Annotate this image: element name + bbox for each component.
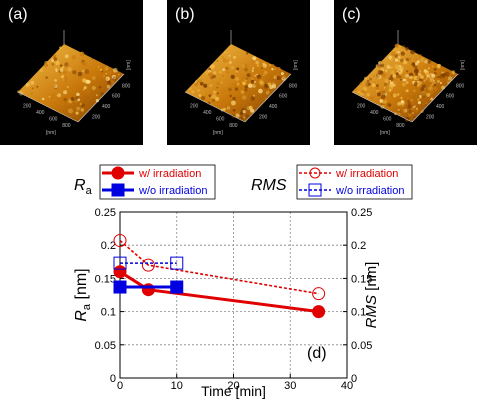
afm-tick-x: 600 <box>383 117 392 123</box>
x-tick-label: 0 <box>117 380 123 392</box>
chart-series <box>113 234 326 319</box>
y-tick-label-left: 0.25 <box>95 207 116 219</box>
legend-marker-3 <box>308 183 322 197</box>
panel-label-a: (a) <box>8 6 28 23</box>
afm-tick-y: 600 <box>446 94 455 100</box>
legend-title-ra: Ra <box>74 177 93 197</box>
afm-axis-unit-x: [nm] <box>213 130 223 136</box>
x-tick-label: 30 <box>284 380 296 392</box>
afm-tick-x: 400 <box>203 110 212 116</box>
afm-tick-x: 200 <box>190 104 199 110</box>
series-point-3 <box>170 256 184 270</box>
series-point-2 <box>312 287 326 301</box>
series-point-1 <box>113 280 127 294</box>
afm-tick-y: 400 <box>269 104 278 110</box>
afm-tick-x: 400 <box>370 110 379 116</box>
afm-tick-x: 800 <box>396 123 405 129</box>
legend-label-0: w/ irradiation <box>138 168 201 180</box>
afm-tick-y: 400 <box>102 104 111 110</box>
legend-box-rms <box>296 164 413 200</box>
afm-panel-a: 200 400 600 800 200 400 600 800 [nm] [nm] (a) <box>0 0 143 145</box>
y-axis-title-left: Ra [nm] <box>73 268 93 321</box>
afm-panel-b: 200 400 600 800 200 400 600 800 [nm] [nm] (b) <box>167 0 310 145</box>
panel-label-c: (c) <box>342 6 361 23</box>
afm-tick-y: 800 <box>289 83 298 89</box>
afm-tick-y: 200 <box>259 115 268 121</box>
panel-label-b: (b) <box>175 6 195 23</box>
afm-tick-y: 400 <box>436 104 445 110</box>
afm-tick-x: 400 <box>36 110 45 116</box>
afm-tick-y: 600 <box>279 94 288 100</box>
y-axis-title-right: RMS [nm] <box>363 262 380 329</box>
x-tick-label: 40 <box>341 380 353 392</box>
afm-tick-y: 800 <box>456 83 465 89</box>
afm-surface-plane <box>352 44 458 122</box>
afm-axis-unit-z: [nm] <box>293 60 299 70</box>
afm-panel-c: 200 400 600 800 200 400 600 800 [nm] [nm] (c) <box>334 0 477 145</box>
y-tick-label-right: 0.2 <box>351 240 366 252</box>
afm-tick-x: 600 <box>49 117 58 123</box>
afm-tick-x: 600 <box>216 117 225 123</box>
x-axis-title: Time [min] <box>201 383 266 399</box>
y-tick-label-right: 0.1 <box>351 307 366 319</box>
legend-marker-2 <box>309 167 321 179</box>
afm-tick-x: 800 <box>62 123 71 129</box>
afm-surface-plane <box>18 44 124 122</box>
series-point-0 <box>312 305 326 319</box>
y-tick-label-left: 0.15 <box>95 273 116 285</box>
y-tick-label-right: 0 <box>351 373 357 385</box>
afm-tick-x: 800 <box>229 123 238 129</box>
y-tick-label-right: 0.05 <box>351 340 372 352</box>
chart-panel-label: (d) <box>307 345 327 362</box>
chart-labels: Ra RMS Time [min] Ra [nm] RMS [nm] (d) <box>73 177 380 399</box>
series-point-2 <box>113 234 127 248</box>
y-tick-label-left: 0.1 <box>101 307 116 319</box>
legend-label-2: w/ irradiation <box>335 168 398 180</box>
legend-label-1: w/o irradiation <box>138 185 207 197</box>
x-tick-label: 20 <box>227 380 239 392</box>
afm-axis-unit-x: [nm] <box>380 130 390 136</box>
series-point-0 <box>141 283 155 297</box>
series-point-3 <box>113 256 127 270</box>
afm-tick-x: 200 <box>357 104 366 110</box>
chart-axes: 0 10 20 30 400 00.05 0.050.1 0.10.15 0.150.2 0.20… <box>95 207 373 392</box>
legend-marker-1 <box>111 183 125 197</box>
series-point-1 <box>170 280 184 294</box>
afm-axis-unit-x: [nm] <box>46 130 56 136</box>
afm-tick-y: 600 <box>112 94 121 100</box>
legend-title-rms: RMS <box>251 177 287 194</box>
series-point-0 <box>113 265 127 279</box>
afm-axis-unit-z: [nm] <box>126 60 132 70</box>
afm-tick-y: 200 <box>426 115 435 121</box>
y-tick-label-right: 0.25 <box>351 207 372 219</box>
series-point-2 <box>141 258 155 272</box>
afm-tick-y: 200 <box>92 115 101 121</box>
afm-axis-unit-z: [nm] <box>460 60 466 70</box>
y-tick-label-left: 0.2 <box>101 240 116 252</box>
y-tick-label-left: 0 <box>110 373 116 385</box>
x-tick-label: 10 <box>171 380 183 392</box>
y-tick-label-left: 0.05 <box>95 340 116 352</box>
y-tick-label-right: 0.15 <box>351 273 372 285</box>
legend-label-3: w/o irradiation <box>335 185 404 197</box>
series-line-2 <box>119 239 319 295</box>
chart-legends: w/ irradiation w/o irradiation w/ irradiat… <box>99 164 413 200</box>
legend-box-ra <box>99 164 216 200</box>
legend-marker-0 <box>111 166 125 180</box>
afm-tick-x: 200 <box>23 104 32 110</box>
afm-tick-y: 800 <box>122 83 131 89</box>
